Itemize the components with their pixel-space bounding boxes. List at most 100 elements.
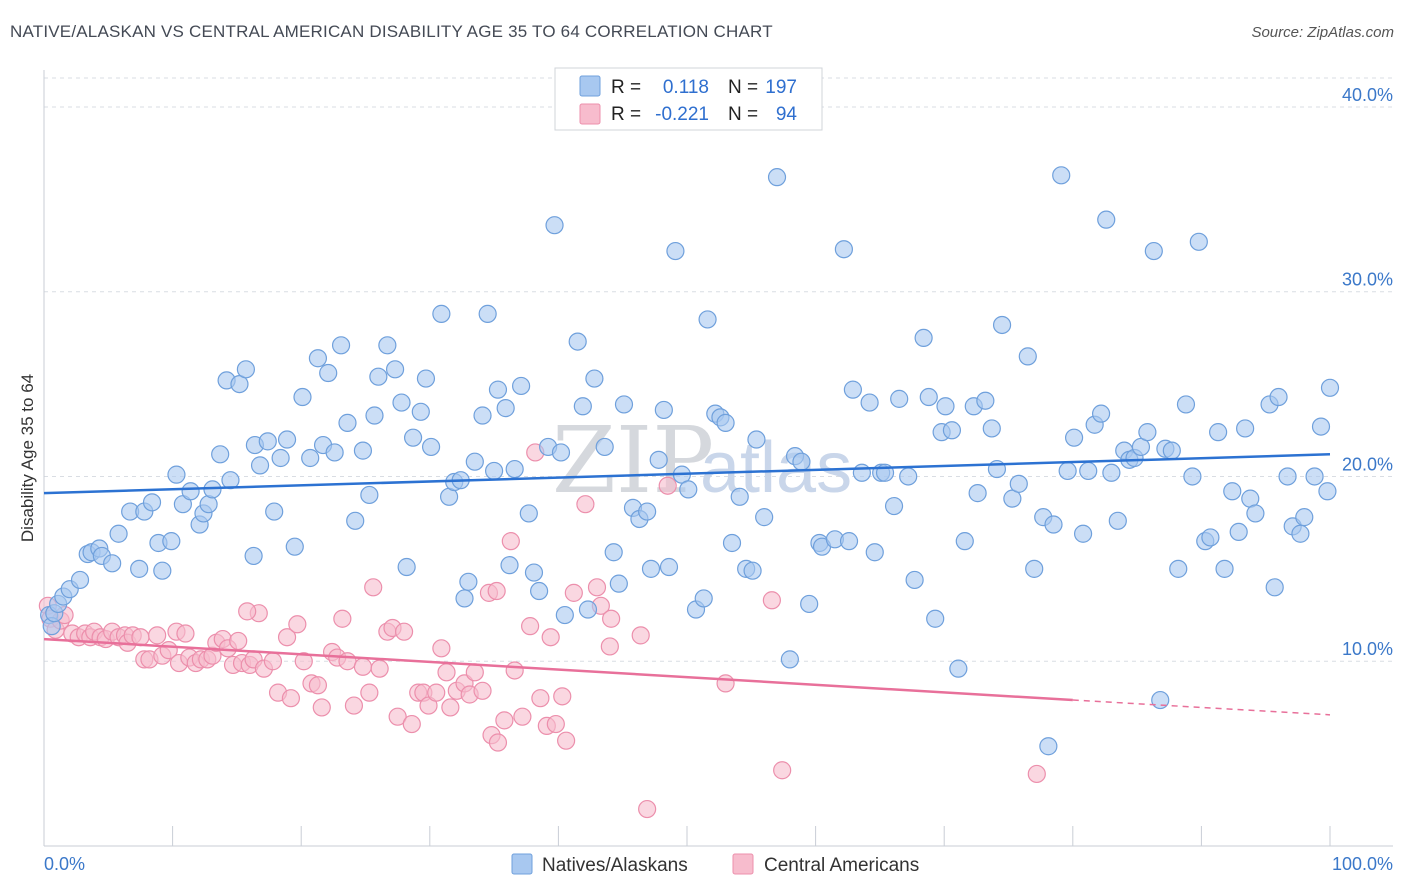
central-americans-point <box>333 609 352 628</box>
natives-alaskans-point <box>455 589 474 608</box>
natives-alaskans-point <box>1097 210 1116 229</box>
natives-alaskans-point <box>277 430 297 449</box>
natives-alaskans-point <box>1215 559 1234 578</box>
natives-alaskans-point <box>730 487 749 506</box>
natives-alaskans-point <box>982 419 1001 438</box>
central-americans-point <box>541 628 560 647</box>
natives-alaskans-point <box>421 437 441 457</box>
central-americans-point <box>402 714 421 734</box>
legend-r-value-1: 0.118 <box>663 77 709 98</box>
central-americans-point <box>473 681 492 700</box>
central-americans-point <box>437 663 456 682</box>
legend-n-label-2: N = <box>728 104 758 125</box>
natives-alaskans-point <box>568 332 587 351</box>
natives-alaskans-point <box>1223 482 1242 501</box>
central-americans-point <box>495 711 514 730</box>
natives-alaskans-point <box>496 399 515 418</box>
central-americans-point <box>427 683 446 702</box>
natives-alaskans-point <box>968 484 987 503</box>
natives-alaskans-point <box>767 168 787 187</box>
natives-alaskans-point <box>926 609 945 628</box>
natives-alaskans-point <box>465 452 484 471</box>
natives-alaskans-point <box>181 482 200 501</box>
central-americans-point <box>465 663 484 682</box>
natives-alaskans-point <box>573 397 592 416</box>
legend-r-label-1: R = <box>611 77 641 98</box>
y-tick-label: 20.0% <box>1342 454 1393 474</box>
watermark-atlas: atlas <box>700 428 852 508</box>
trend-line-natives <box>43 453 1331 495</box>
natives-alaskans-point <box>716 413 735 432</box>
natives-alaskans-point <box>743 561 762 580</box>
natives-alaskans-point <box>555 605 574 625</box>
natives-alaskans-point <box>1144 241 1163 261</box>
central-americans-point <box>716 674 735 693</box>
central-americans-point <box>360 683 379 702</box>
natives-alaskans-point <box>1295 508 1314 527</box>
central-americans-point <box>432 639 451 658</box>
natives-alaskans-point <box>109 524 128 543</box>
legend-swatch-natives <box>579 75 601 97</box>
natives-alaskans-point <box>949 659 968 678</box>
natives-alaskans-point <box>1278 467 1297 486</box>
natives-alaskans-point <box>899 467 918 486</box>
central-americans-point <box>294 652 313 671</box>
natives-alaskans-point <box>331 336 351 355</box>
trend-lines <box>43 453 1331 716</box>
central-americans-point <box>281 689 301 708</box>
natives-alaskans-point <box>1039 737 1058 756</box>
natives-alaskans-point <box>258 432 277 451</box>
natives-alaskans-point <box>392 393 411 412</box>
natives-alaskans-point <box>1246 504 1265 523</box>
natives-alaskans-point <box>654 400 673 420</box>
natives-alaskans-point <box>1102 463 1121 482</box>
natives-alaskans-point <box>936 397 955 416</box>
central-americans-point <box>531 689 550 708</box>
natives-alaskans-point <box>432 304 451 323</box>
natives-alaskans-point <box>1183 467 1202 486</box>
natives-alaskans-point <box>397 557 416 577</box>
natives-alaskans-point <box>1162 441 1181 460</box>
natives-alaskans-point <box>890 389 909 408</box>
central-americans-point <box>488 733 508 752</box>
natives-alaskans-point <box>694 589 713 608</box>
legend-n-value-2: 94 <box>776 104 798 125</box>
natives-alaskans-point <box>839 532 859 551</box>
natives-alaskans-point <box>142 493 162 512</box>
natives-alaskans-point <box>360 485 379 505</box>
natives-alaskans-point <box>365 406 384 425</box>
central-americans-point <box>338 652 357 671</box>
natives-alaskans-point <box>338 413 357 432</box>
series-legend: Natives/Alaskans Central Americans <box>511 853 919 876</box>
natives-alaskans-point <box>319 363 338 383</box>
central-americans-point <box>176 624 195 643</box>
trend-line-central <box>43 637 1073 702</box>
bottom-legend-label-central: Central Americans <box>764 855 919 876</box>
natives-alaskans-point <box>1073 524 1093 543</box>
natives-alaskans-point <box>162 532 181 551</box>
trend-line-central-extension <box>1072 699 1331 716</box>
natives-alaskans-point <box>369 367 388 386</box>
natives-alaskans-point <box>914 328 933 348</box>
natives-alaskans-point <box>1018 347 1037 366</box>
central-americans-point <box>557 731 576 750</box>
natives-alaskans-point <box>130 559 149 578</box>
natives-alaskans-point <box>1291 524 1310 543</box>
central-americans-point <box>148 626 167 645</box>
central-americans-point <box>394 622 414 641</box>
watermark: ZIP atlas <box>552 407 852 514</box>
central-americans-point <box>658 476 677 495</box>
bottom-legend-label-natives: Natives/Alaskans <box>542 855 688 876</box>
natives-alaskans-point <box>403 428 423 447</box>
natives-alaskans-point <box>865 543 884 562</box>
natives-alaskans-point <box>153 561 172 580</box>
natives-alaskans-point <box>1079 461 1098 481</box>
central-americans-point <box>308 676 328 695</box>
legend-n-value-1: 197 <box>765 77 797 98</box>
natives-alaskans-point <box>884 496 904 516</box>
natives-alaskans-point <box>604 543 623 562</box>
natives-alaskans-point <box>551 443 571 462</box>
natives-alaskans-point <box>545 216 564 235</box>
natives-alaskans-point <box>1151 690 1170 710</box>
